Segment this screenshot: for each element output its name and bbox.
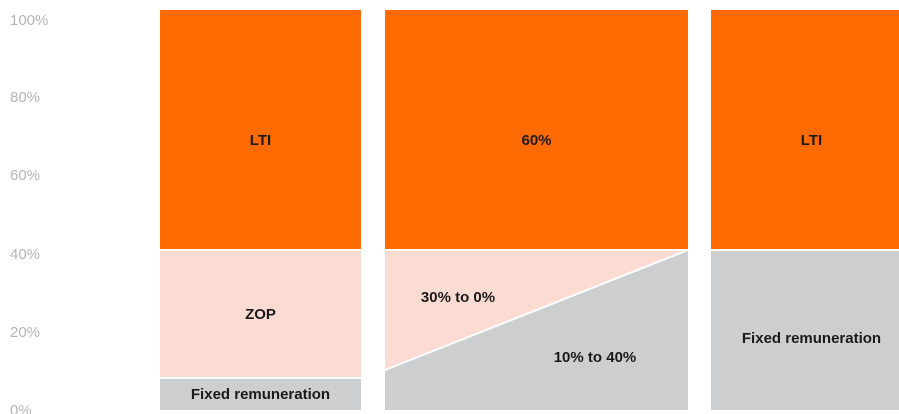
segment-separator [711, 249, 899, 251]
y-tick-label: 60% [10, 167, 40, 184]
bar-segment [711, 250, 899, 410]
segment-label: 10% to 40% [554, 349, 637, 366]
y-tick-label: 100% [10, 12, 48, 29]
bar-segment-fixed [385, 250, 688, 410]
y-tick-label: 0% [10, 402, 32, 414]
segment-separator [385, 249, 688, 251]
segment-label: LTI [250, 132, 271, 149]
bar-segment [385, 10, 688, 250]
segment-labels: Fixed remuneration ZOP LTI 60% 30% to 0% 10% … [191, 132, 881, 403]
segment-separator [160, 377, 361, 379]
segment-label: Fixed remuneration [742, 330, 881, 347]
segment-label: 60% [521, 132, 551, 149]
bar-segment [160, 250, 361, 378]
bars [160, 10, 899, 410]
y-tick-label: 80% [10, 89, 40, 106]
segment-label: Fixed remuneration [191, 386, 330, 403]
segment-separator [160, 249, 361, 251]
bar-segment [160, 10, 361, 250]
y-tick-label: 20% [10, 324, 40, 341]
bar-segment [711, 10, 899, 250]
y-axis-ticks: 0% 20% 40% 60% 80% 100% [10, 12, 48, 414]
segment-separator [384, 249, 689, 371]
bar-segment [160, 378, 361, 410]
segment-label: LTI [801, 132, 822, 149]
y-tick-label: 40% [10, 246, 40, 263]
segment-label: 30% to 0% [421, 289, 495, 306]
segment-label: ZOP [245, 306, 276, 323]
